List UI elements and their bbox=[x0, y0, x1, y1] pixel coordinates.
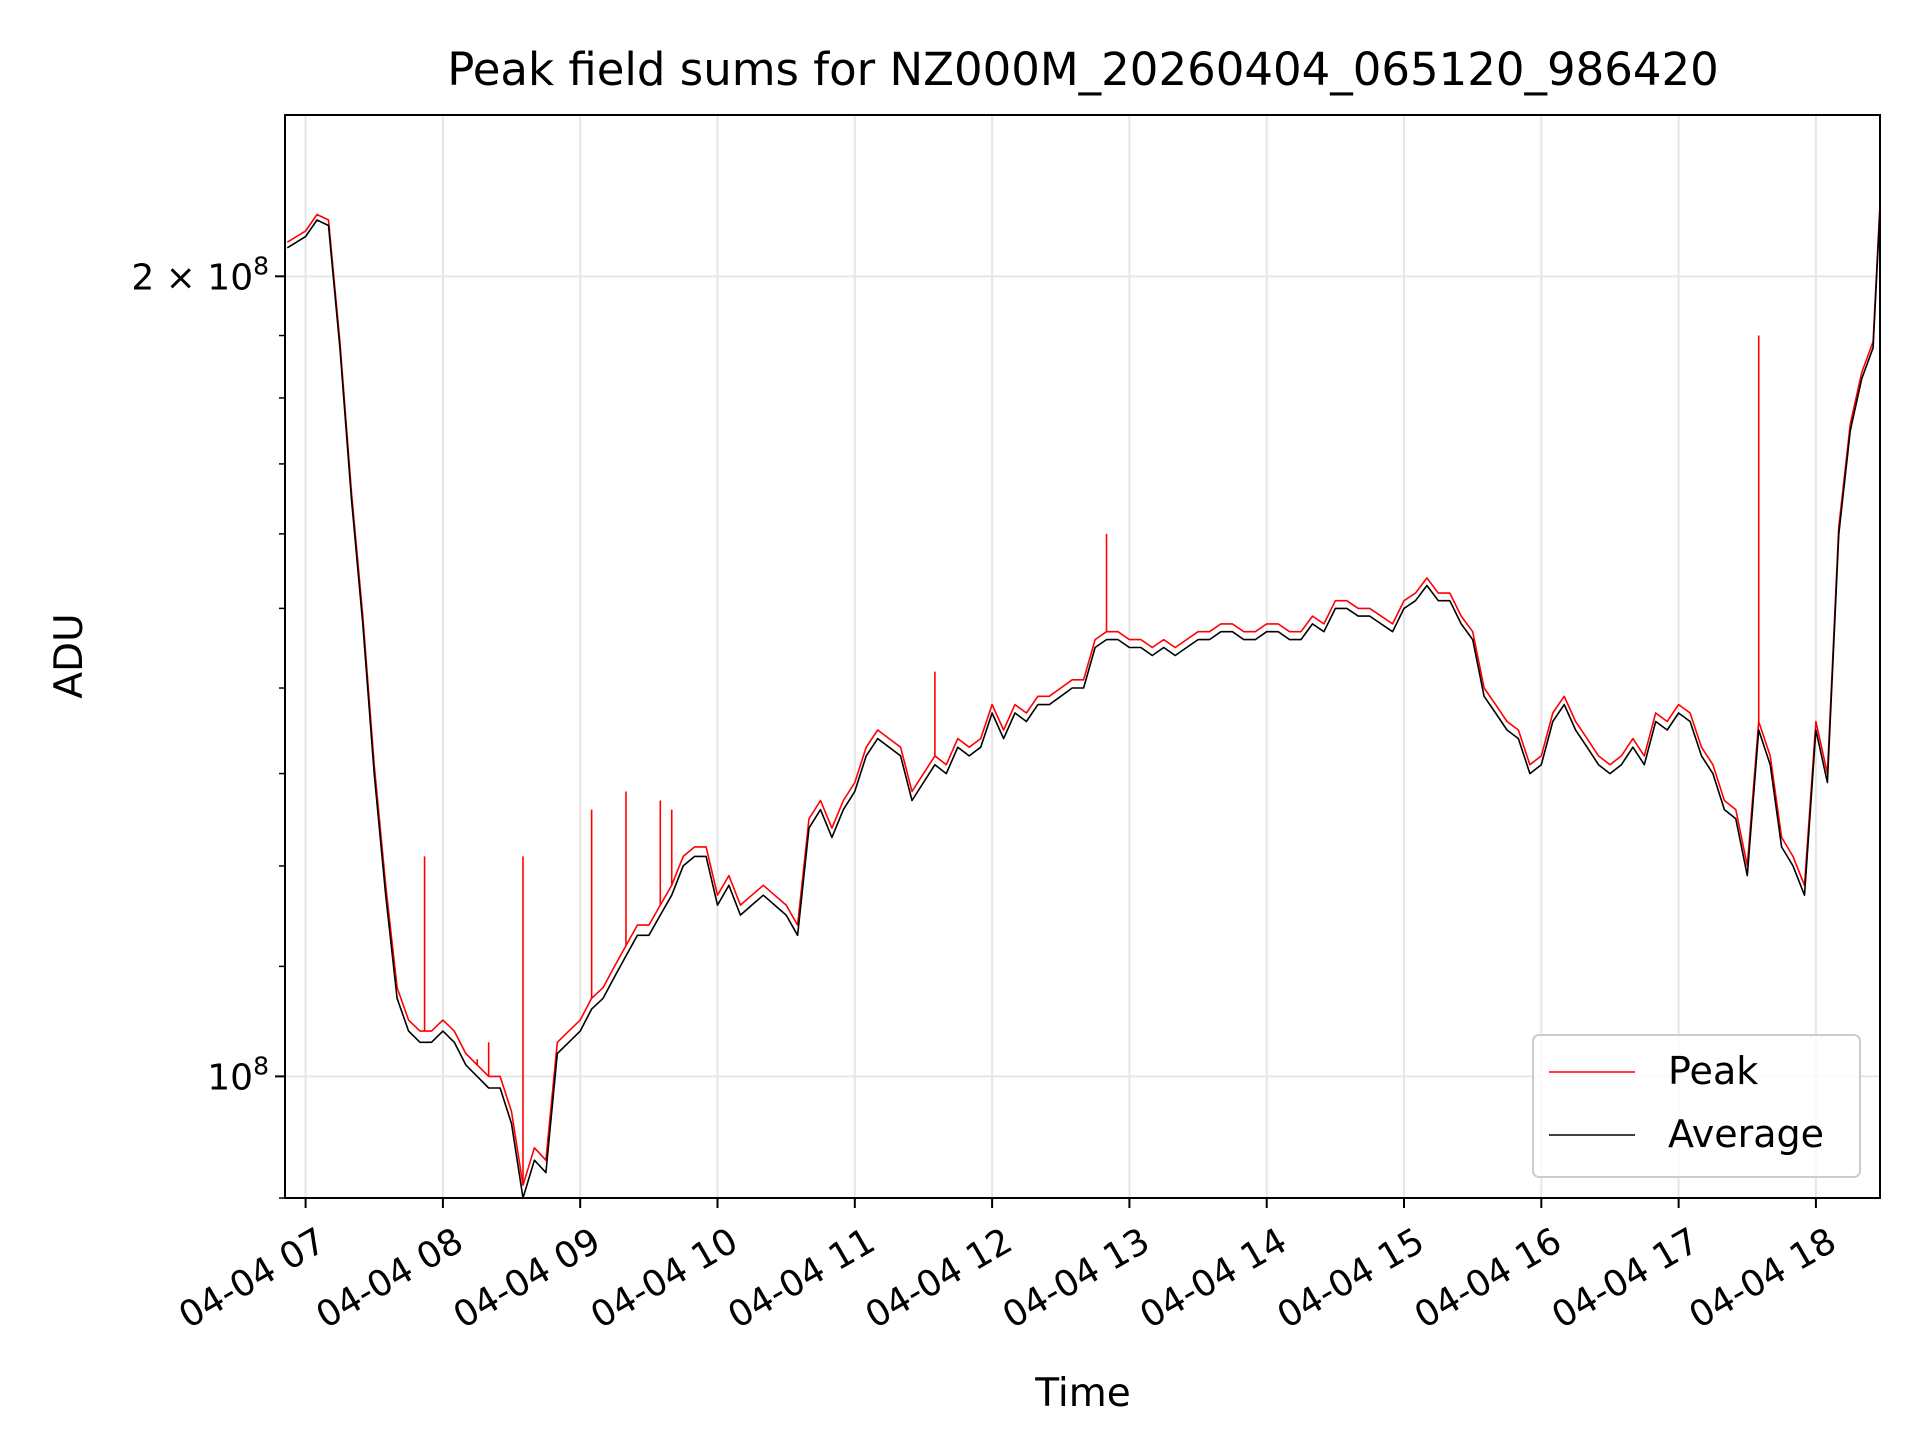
chart-title: Peak field sums for NZ000M_20260404_0651… bbox=[447, 43, 1719, 96]
legend-label-average: Average bbox=[1668, 1112, 1824, 1156]
legend-box bbox=[1532, 1034, 1861, 1178]
plot-frame bbox=[284, 114, 1881, 1199]
y-axis-label: ADU bbox=[47, 613, 92, 698]
y-tick-label: 2 × 108 bbox=[131, 251, 269, 298]
legend: Peak Average bbox=[1532, 1034, 1861, 1178]
series-line-peak bbox=[286, 203, 1881, 1186]
legend-label-peak: Peak bbox=[1668, 1049, 1758, 1093]
x-axis-label: Time bbox=[1034, 1371, 1130, 1416]
y-tick-label: 108 bbox=[207, 1051, 269, 1098]
y-axis: 2 × 108 108 bbox=[131, 251, 285, 1199]
series-layer bbox=[286, 203, 1881, 1199]
series-line-average bbox=[286, 209, 1881, 1199]
